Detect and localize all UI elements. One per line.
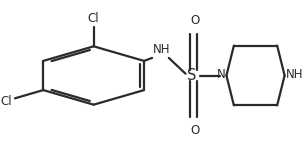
Text: O: O	[190, 124, 200, 137]
Text: Cl: Cl	[0, 95, 12, 108]
Text: NH: NH	[286, 67, 303, 80]
Text: Cl: Cl	[88, 12, 99, 25]
Text: S: S	[188, 68, 197, 83]
Text: O: O	[190, 14, 200, 27]
Text: NH: NH	[153, 43, 171, 56]
Text: N: N	[217, 67, 226, 80]
